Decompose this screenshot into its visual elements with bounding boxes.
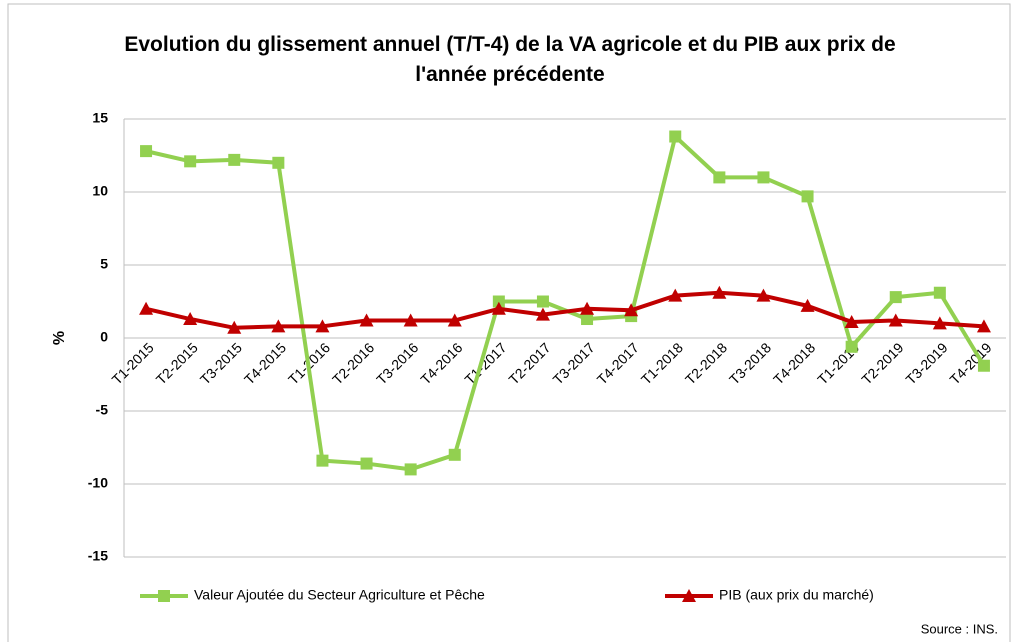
legend-marker xyxy=(682,589,696,602)
x-tick-label: T3-2017 xyxy=(550,339,598,387)
x-tick-label: T3-2015 xyxy=(197,339,245,387)
x-tick-label: T2-2018 xyxy=(682,339,730,387)
x-tick-label: T4-2016 xyxy=(417,339,465,387)
data-point xyxy=(183,312,198,326)
data-point xyxy=(140,145,153,158)
data-point xyxy=(404,463,417,476)
series-line xyxy=(145,290,985,330)
data-point xyxy=(933,286,946,299)
data-point xyxy=(712,285,727,299)
data-point xyxy=(977,359,990,372)
data-point xyxy=(669,130,682,143)
data-point xyxy=(888,313,903,327)
x-tick-label: T1-2015 xyxy=(109,339,157,387)
data-point xyxy=(845,340,858,353)
x-tick-label: T4-2018 xyxy=(770,339,818,387)
legend-marker xyxy=(158,590,170,602)
data-point xyxy=(228,153,241,166)
data-point xyxy=(447,313,462,327)
data-point xyxy=(492,295,505,308)
data-point xyxy=(932,316,947,330)
series-line xyxy=(145,134,986,472)
x-tick-label: T3-2019 xyxy=(902,339,950,387)
y-axis-label: % xyxy=(51,331,68,345)
data-point xyxy=(315,319,330,333)
data-point xyxy=(668,288,683,302)
chart-title: Evolution du glissement annuel (T/T-4) d… xyxy=(124,33,896,86)
x-tick-label: T3-2018 xyxy=(726,339,774,387)
x-tick-label: T1-2018 xyxy=(638,339,686,387)
x-tick-label: T2-2015 xyxy=(153,339,201,387)
data-point xyxy=(976,319,991,333)
data-point xyxy=(448,448,461,461)
data-point xyxy=(491,301,506,315)
data-point xyxy=(713,171,726,184)
data-point xyxy=(801,190,814,203)
data-point xyxy=(271,319,286,333)
legend-label: Valeur Ajoutée du Secteur Agriculture et… xyxy=(194,587,485,603)
data-point xyxy=(139,301,154,315)
x-tick-label: T2-2019 xyxy=(858,339,906,387)
x-tick-label: T4-2015 xyxy=(241,339,289,387)
data-point xyxy=(800,298,815,312)
data-point xyxy=(359,313,374,327)
y-tick-label: 5 xyxy=(100,256,108,272)
source-note: Source : INS. xyxy=(921,621,998,636)
data-point xyxy=(757,171,770,184)
data-point xyxy=(316,454,329,467)
x-tick-label: T2-2016 xyxy=(329,339,377,387)
data-point xyxy=(624,303,639,317)
data-point xyxy=(580,301,595,315)
data-point xyxy=(360,457,373,470)
x-tick-label: T2-2017 xyxy=(505,339,553,387)
y-tick-label: 10 xyxy=(92,183,108,199)
y-tick-label: 0 xyxy=(100,329,108,345)
data-point xyxy=(403,313,418,327)
y-tick-label: -5 xyxy=(96,402,109,418)
data-point xyxy=(889,291,902,304)
y-tick-label: 15 xyxy=(92,110,108,126)
x-tick-label: T3-2016 xyxy=(373,339,421,387)
y-tick-label: -10 xyxy=(88,475,108,491)
data-point xyxy=(272,156,285,169)
x-tick-label: T4-2017 xyxy=(594,339,642,387)
chart-border xyxy=(7,3,1011,642)
data-point xyxy=(227,320,242,334)
data-point xyxy=(184,155,197,168)
data-point xyxy=(536,295,549,308)
y-tick-label: -15 xyxy=(88,548,108,564)
data-point xyxy=(756,288,771,302)
data-point xyxy=(581,313,594,326)
legend-label: PIB (aux prix du marché) xyxy=(719,587,874,603)
data-point xyxy=(844,314,859,328)
data-point xyxy=(535,307,550,321)
